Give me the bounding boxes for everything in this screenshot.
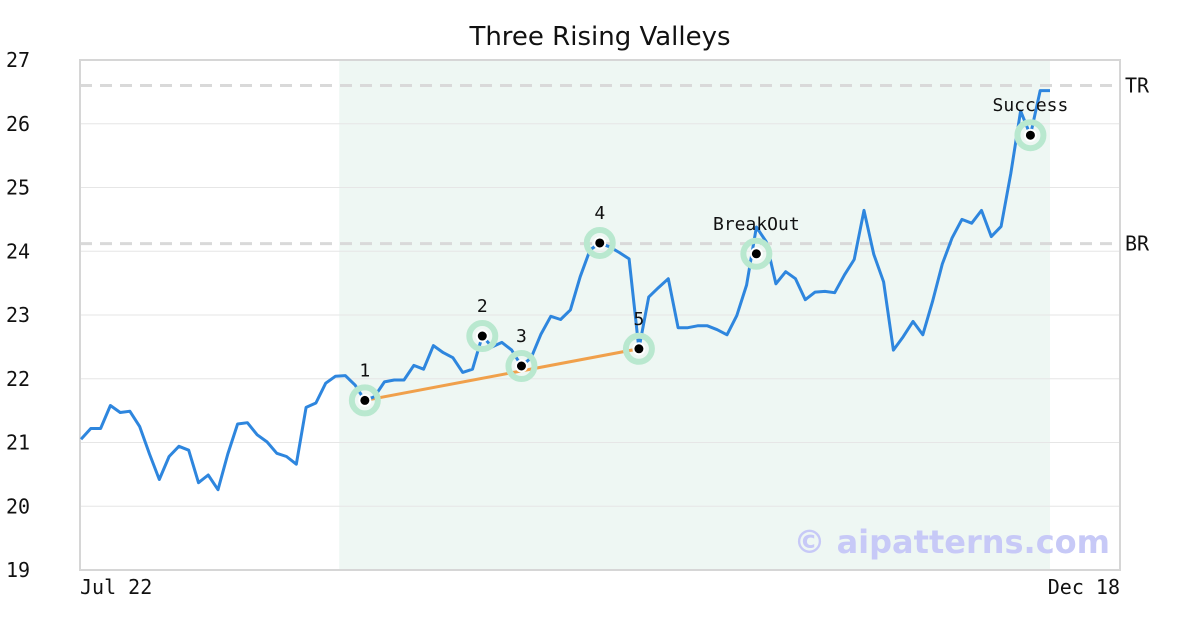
point-marker-1 xyxy=(358,393,372,407)
reference-label-tr: TR xyxy=(1125,74,1150,98)
point-halo-3 xyxy=(505,350,538,382)
y-tick-label: 22 xyxy=(6,367,30,391)
point-halo-2 xyxy=(466,320,499,353)
x-tick-label-start: Jul 22 xyxy=(80,575,152,599)
watermark-text: © aipatterns.com xyxy=(793,523,1110,561)
point-label-1: 1 xyxy=(359,360,370,381)
point-label-2: 2 xyxy=(477,296,488,317)
y-tick-label: 25 xyxy=(6,176,30,200)
reference-label-br: BR xyxy=(1125,232,1150,256)
plot-frame xyxy=(79,59,1121,571)
point-marker-breakout xyxy=(749,247,763,261)
x-tick-label-end: Dec 18 xyxy=(1048,575,1120,599)
y-tick-label: 23 xyxy=(6,303,30,327)
point-label-3: 3 xyxy=(516,326,527,347)
point-marker-2 xyxy=(475,329,489,343)
point-marker-3 xyxy=(514,359,528,373)
point-label-5: 5 xyxy=(633,309,644,330)
y-tick-label: 26 xyxy=(6,112,30,136)
price-line xyxy=(79,89,1050,492)
valley-trend-line xyxy=(364,347,640,402)
point-halo-breakout xyxy=(740,237,773,270)
point-label-success: Success xyxy=(992,95,1068,116)
point-marker-4 xyxy=(593,236,607,250)
y-tick-label: 20 xyxy=(6,494,30,518)
point-halo-4 xyxy=(583,226,616,259)
chart-title: Three Rising Valleys xyxy=(469,22,731,52)
y-tick-label: 19 xyxy=(6,558,30,582)
point-halo-success xyxy=(1014,119,1047,152)
y-tick-label: 21 xyxy=(6,431,30,455)
point-marker-5 xyxy=(632,342,646,356)
point-marker-success xyxy=(1023,128,1037,142)
point-halo-1 xyxy=(348,384,381,417)
y-tick-label: 27 xyxy=(6,48,30,72)
point-label-breakout: BreakOut xyxy=(713,214,800,235)
point-halo-5 xyxy=(622,332,655,365)
point-label-4: 4 xyxy=(594,203,605,224)
y-tick-label: 24 xyxy=(6,239,30,263)
